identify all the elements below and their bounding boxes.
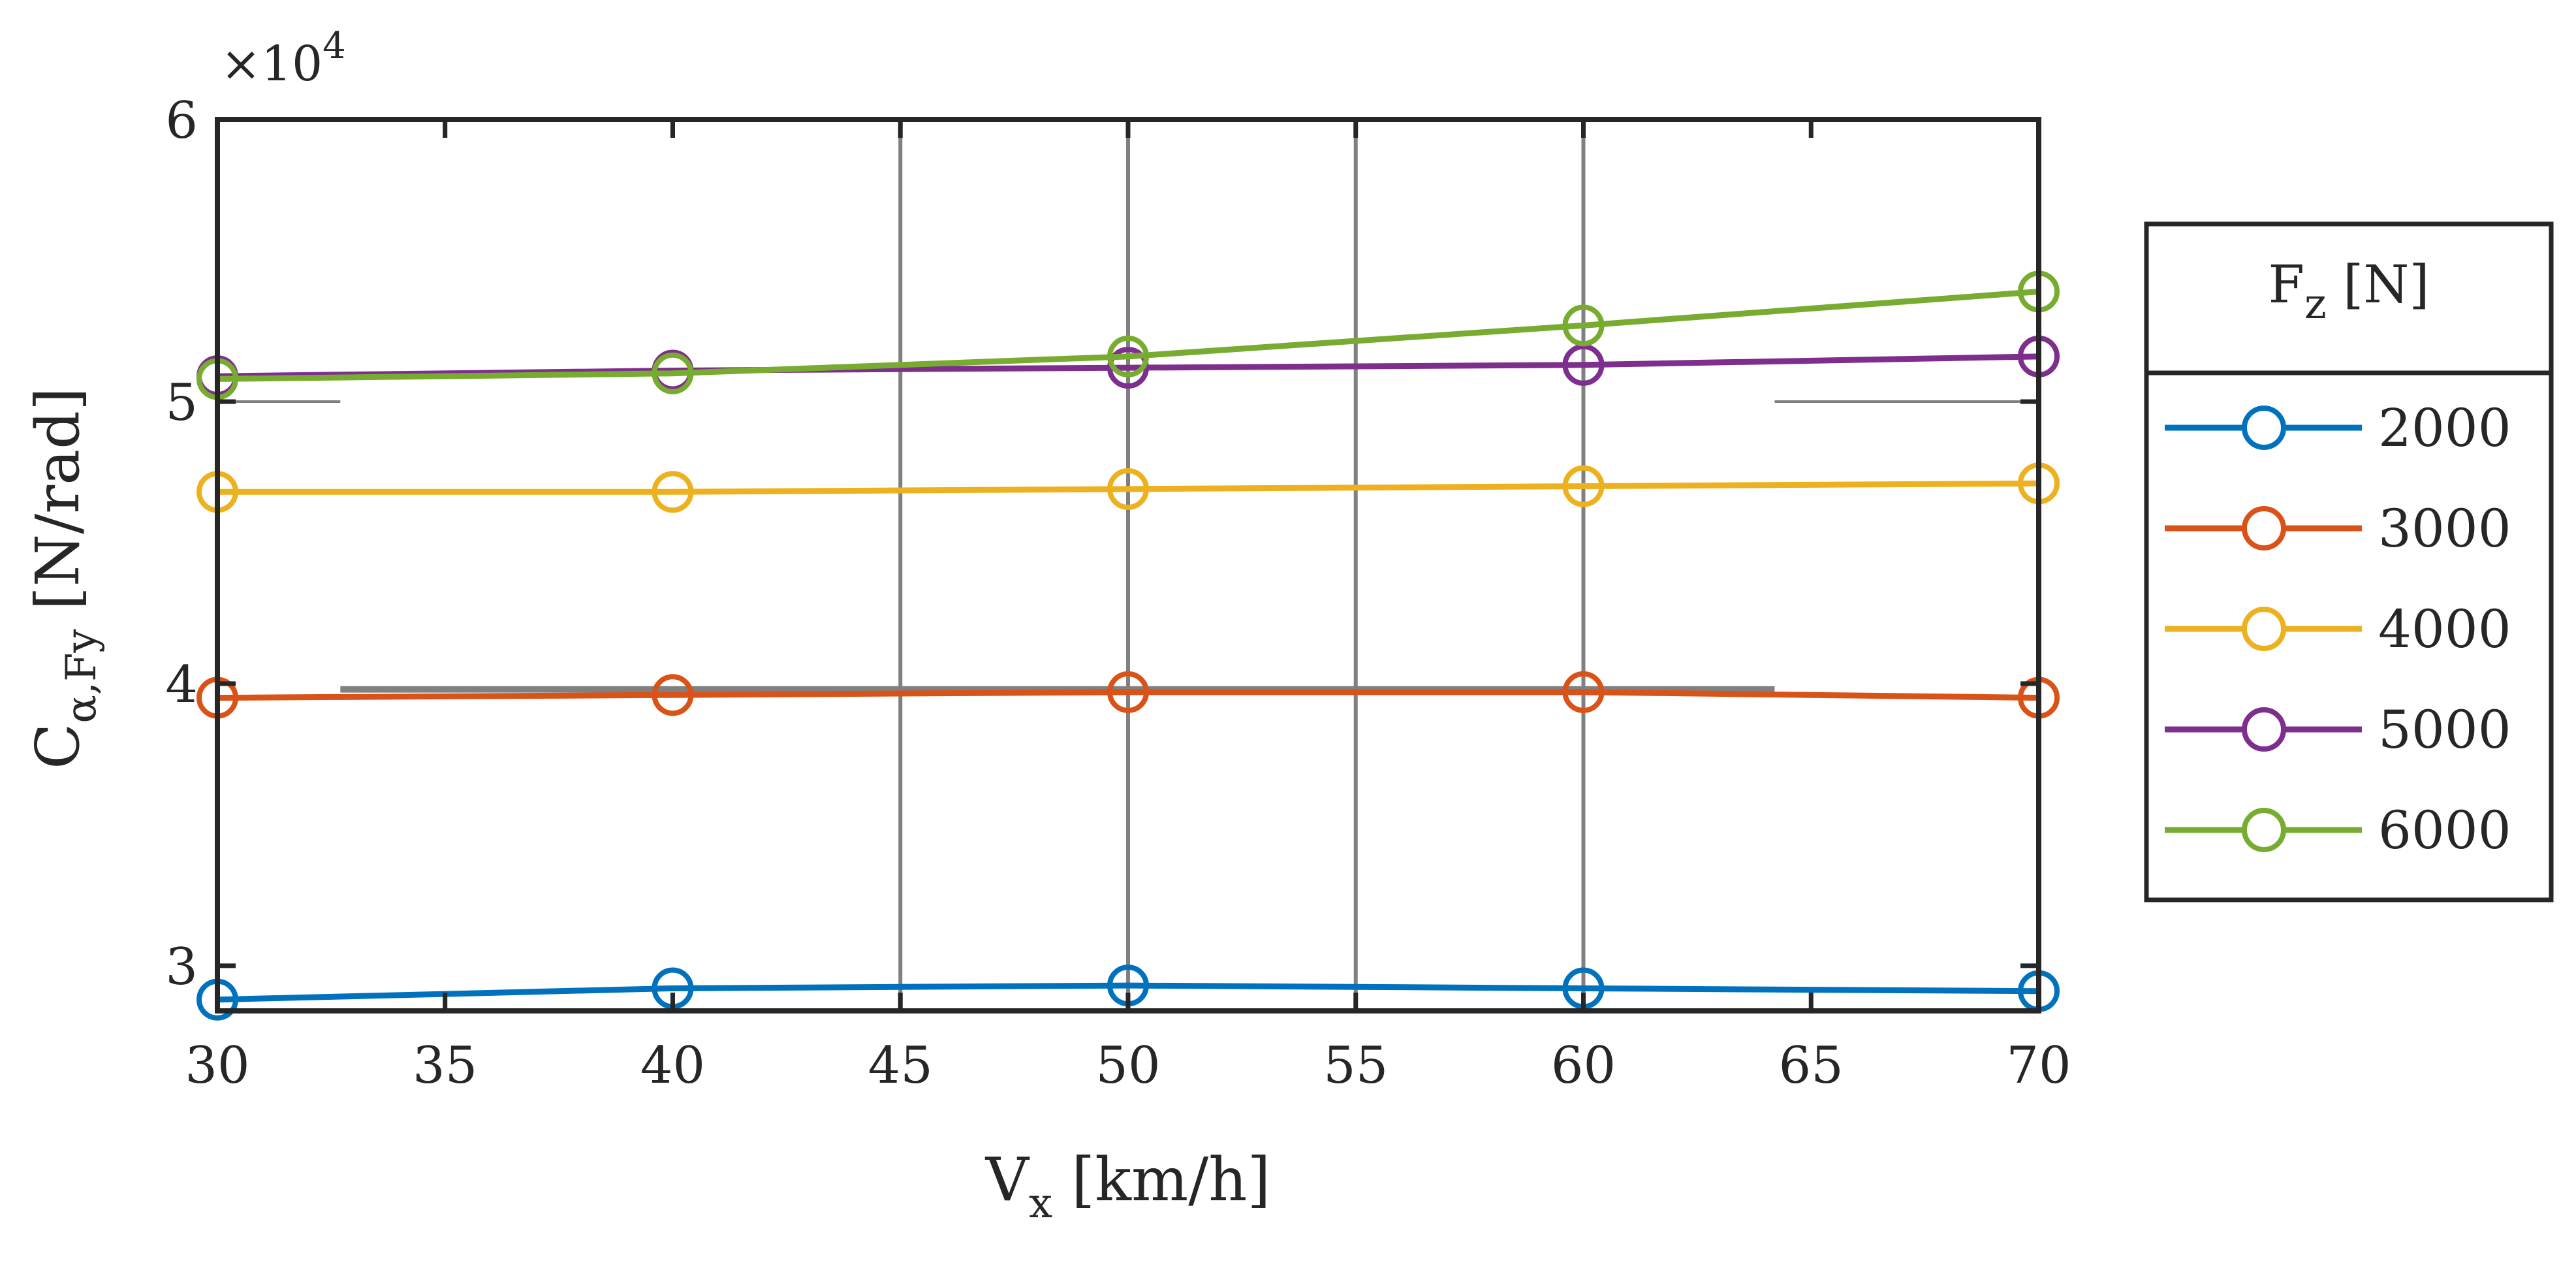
x-tick-label: 70 xyxy=(2006,1036,2071,1095)
legend-marker xyxy=(2242,506,2286,551)
y-tick-label: 4 xyxy=(165,656,198,714)
legend-marker xyxy=(2242,406,2286,450)
data-point xyxy=(1562,671,1605,713)
x-tick-label: 60 xyxy=(1551,1036,1616,1095)
x-tick-label: 35 xyxy=(413,1036,477,1095)
legend-item: 4000 xyxy=(2165,599,2511,660)
legend-item: 3000 xyxy=(2165,498,2511,559)
y-axis-exponent: ×104 xyxy=(221,25,346,92)
series-line xyxy=(217,289,2039,382)
data-point xyxy=(1107,335,1149,377)
legend-box xyxy=(2144,221,2554,902)
legend: Fz [N] 2000 3000 4000 5000 6000 xyxy=(2144,221,2554,902)
legend-label: 6000 xyxy=(2378,800,2511,861)
x-tick-label: 40 xyxy=(640,1036,705,1095)
reference-lines xyxy=(217,120,2039,1011)
y-axis-label: Cα,Fy [N/rad] xyxy=(23,387,106,769)
y-tick-label: 3 xyxy=(165,938,198,997)
data-point xyxy=(652,674,694,716)
legend-marker xyxy=(2242,808,2286,852)
data-point xyxy=(1562,304,1605,347)
data-point xyxy=(652,352,694,394)
data-point xyxy=(1107,347,1149,389)
legend-item: 2000 xyxy=(2165,398,2511,458)
x-tick-label: 65 xyxy=(1779,1036,1844,1095)
series-line xyxy=(217,480,2039,495)
legend-label: 2000 xyxy=(2378,398,2511,458)
x-tick-label: 55 xyxy=(1323,1036,1388,1095)
legend-title: Fz [N] xyxy=(2268,254,2429,328)
legend-label: 5000 xyxy=(2378,699,2511,760)
legend-item: 6000 xyxy=(2165,800,2511,861)
y-tick-label: 5 xyxy=(165,374,198,432)
data-point xyxy=(1562,343,1605,386)
x-axis-label: Vx [km/h] xyxy=(985,1145,1271,1228)
series-2000 xyxy=(196,965,2060,1021)
x-tick-label: 50 xyxy=(1095,1036,1160,1095)
series-layer xyxy=(196,270,2060,1021)
data-point xyxy=(1107,468,1149,510)
x-tick-label: 30 xyxy=(185,1036,249,1095)
series-line xyxy=(217,689,2039,701)
data-point xyxy=(1562,465,1605,507)
x-tick-label: 45 xyxy=(868,1036,933,1095)
legend-label: 4000 xyxy=(2378,599,2511,660)
legend-item: 5000 xyxy=(2165,699,2511,760)
data-point xyxy=(652,471,694,513)
series-line xyxy=(217,982,2039,1003)
legend-items: 2000 3000 4000 5000 6000 xyxy=(2165,398,2511,861)
y-tick-label: 6 xyxy=(165,91,198,150)
legend-marker xyxy=(2242,707,2286,752)
data-point xyxy=(1107,671,1149,713)
legend-label: 3000 xyxy=(2378,498,2511,559)
legend-marker xyxy=(2242,607,2286,651)
